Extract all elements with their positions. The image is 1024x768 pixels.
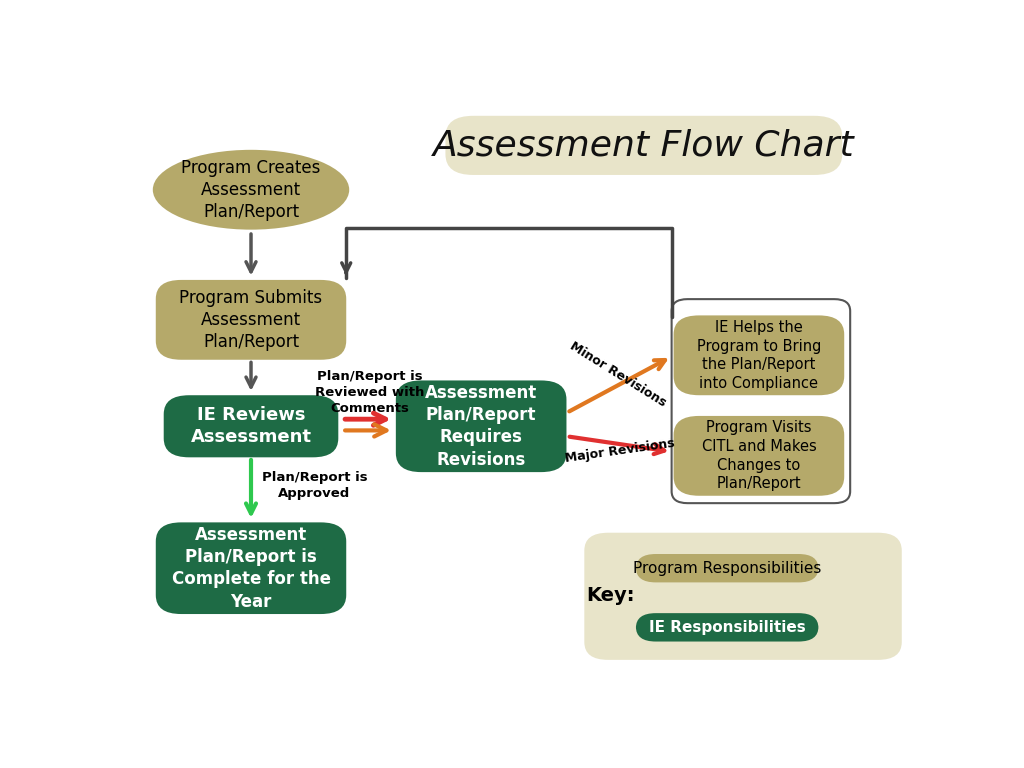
FancyBboxPatch shape (585, 533, 902, 660)
FancyBboxPatch shape (674, 316, 844, 396)
Text: Assessment
Plan/Report is
Complete for the
Year: Assessment Plan/Report is Complete for t… (171, 526, 331, 611)
Text: Plan/Report is
Reviewed with
Comments: Plan/Report is Reviewed with Comments (315, 370, 425, 415)
FancyBboxPatch shape (445, 116, 842, 175)
FancyBboxPatch shape (674, 416, 844, 496)
FancyBboxPatch shape (636, 613, 818, 641)
Text: Major Revisions: Major Revisions (564, 437, 676, 465)
FancyBboxPatch shape (164, 396, 338, 457)
Text: Key:: Key: (587, 587, 635, 605)
Text: Program Responsibilities: Program Responsibilities (633, 561, 821, 576)
Text: IE Reviews
Assessment: IE Reviews Assessment (190, 406, 311, 446)
FancyBboxPatch shape (156, 522, 346, 614)
Text: Plan/Report is
Approved: Plan/Report is Approved (262, 471, 368, 500)
Text: Program Submits
Assessment
Plan/Report: Program Submits Assessment Plan/Report (179, 289, 323, 351)
Text: Program Visits
CITL and Makes
Changes to
Plan/Report: Program Visits CITL and Makes Changes to… (701, 420, 816, 492)
FancyBboxPatch shape (636, 554, 818, 582)
FancyBboxPatch shape (156, 280, 346, 359)
Text: Assessment Flow Chart: Assessment Flow Chart (433, 128, 855, 162)
FancyBboxPatch shape (396, 380, 566, 472)
Text: IE Responsibilities: IE Responsibilities (649, 620, 806, 635)
Ellipse shape (153, 150, 349, 230)
Text: Minor Revisions: Minor Revisions (567, 339, 669, 409)
Text: Program Creates
Assessment
Plan/Report: Program Creates Assessment Plan/Report (181, 158, 321, 221)
Text: IE Helps the
Program to Bring
the Plan/Report
into Compliance: IE Helps the Program to Bring the Plan/R… (696, 320, 821, 391)
Text: Assessment
Plan/Report
Requires
Revisions: Assessment Plan/Report Requires Revision… (425, 384, 538, 468)
